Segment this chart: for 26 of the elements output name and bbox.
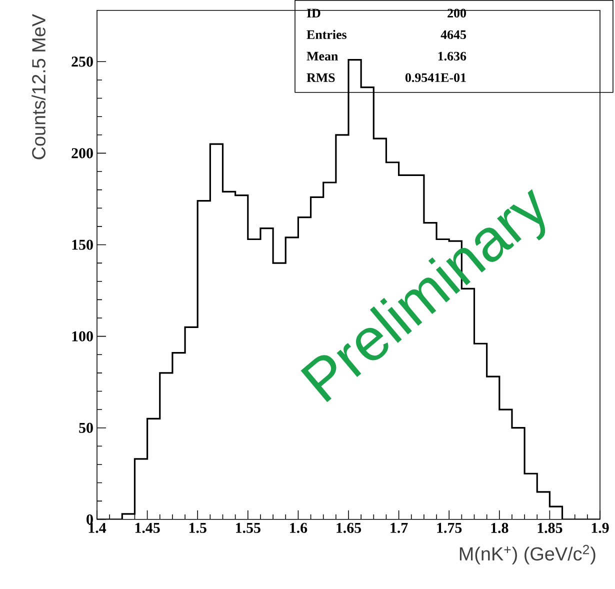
annotation: 0.9541E-01 [405,73,466,82]
x-tick-label: 1.45 [135,522,160,533]
y-tick-label: 50 [79,422,93,433]
y-tick-label: 200 [72,148,93,158]
x-tick-label: 1.75 [437,522,462,533]
annotation: Mean [306,52,338,60]
x-tick-label: 1.7 [390,522,408,533]
x-tick-label: 1.65 [336,522,362,533]
x-tick-label: 1.85 [538,522,562,533]
x-tick-label: 1.8 [491,522,508,533]
x-tick-label: 1.5 [189,522,206,533]
y-axis-title: Counts/12.5 MeV [32,14,46,160]
y-tick-label: 150 [72,240,93,250]
x-tick-label: 1.4 [88,522,106,533]
annotation: RMS [306,73,335,82]
annotation: 200 [448,8,466,18]
annotation: Entries [306,30,346,39]
x-axis-title: M(nK$^{+}$) (GeV/c$^{2}$) [460,544,596,564]
y-tick-label: 250 [72,56,93,67]
y-tick-label: 100 [72,331,93,342]
x-tick-label: 1.9 [592,522,609,533]
x-tick-label: 1.55 [236,522,260,533]
y-tick-label: 0 [86,514,93,524]
annotation: 4645 [440,30,466,39]
annotation: 1.636 [438,52,466,60]
x-tick-label: 1.6 [290,522,308,533]
